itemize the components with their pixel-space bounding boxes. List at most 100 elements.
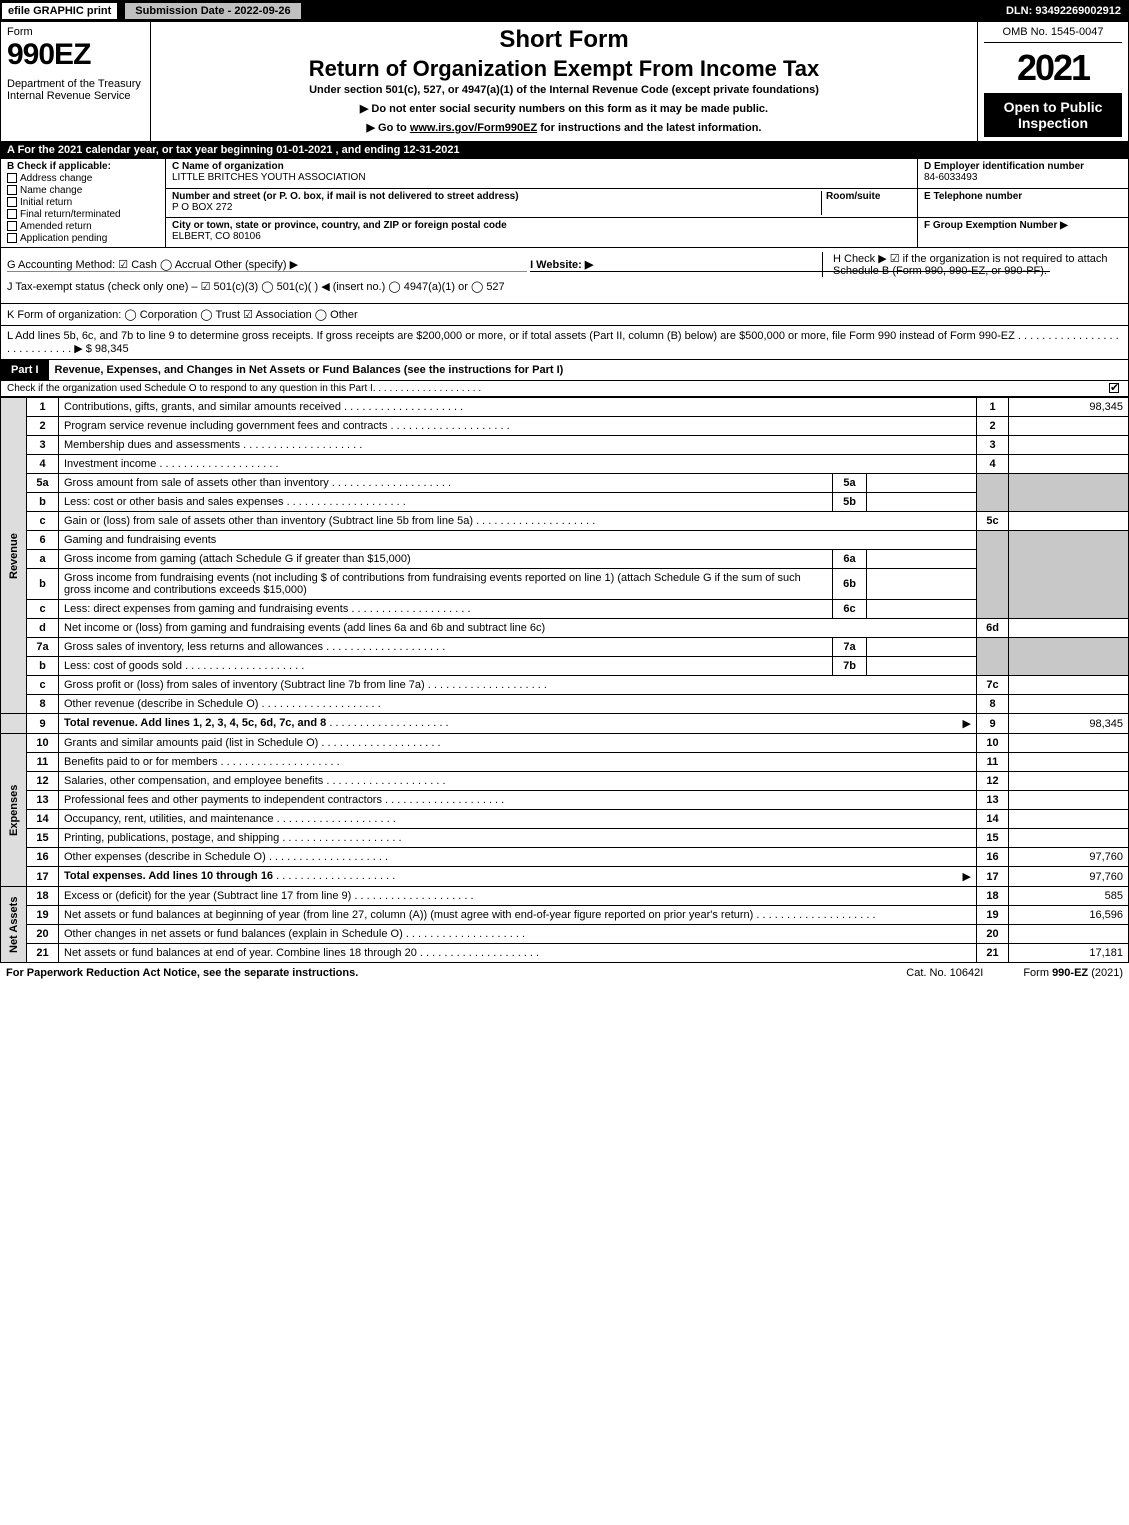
- header-left: Form 990EZ Department of the Treasury In…: [1, 22, 151, 141]
- col-c: C Name of organization LITTLE BRITCHES Y…: [166, 159, 918, 247]
- top-bar: efile GRAPHIC print Submission Date - 20…: [0, 0, 1129, 22]
- table-row: a Gross income from gaming (attach Sched…: [1, 550, 1129, 569]
- table-row: 16Other expenses (describe in Schedule O…: [1, 848, 1129, 867]
- dots: [373, 383, 1103, 394]
- open-public-badge: Open to Public Inspection: [984, 93, 1122, 137]
- sub-val: [867, 474, 977, 493]
- c-city-label: City or town, state or province, country…: [172, 220, 507, 231]
- table-row: 20Other changes in net assets or fund ba…: [1, 925, 1129, 944]
- chk-amended-return[interactable]: Amended return: [7, 221, 159, 232]
- ghij-box: G Accounting Method: ☑ Cash ◯ Accrual Ot…: [0, 248, 1129, 304]
- room-suite-label: Room/suite: [826, 191, 880, 202]
- form-number: 990EZ: [7, 38, 144, 72]
- table-row: 17Total expenses. Add lines 10 through 1…: [1, 867, 1129, 887]
- c-name-box: C Name of organization LITTLE BRITCHES Y…: [166, 159, 917, 189]
- chk-name-change[interactable]: Name change: [7, 185, 159, 196]
- line-h: H Check ▶ ☑ if the organization is not r…: [822, 252, 1122, 277]
- part1-header: Part I Revenue, Expenses, and Changes in…: [0, 360, 1129, 381]
- chk-address-change[interactable]: Address change: [7, 173, 159, 184]
- c-city-box: City or town, state or province, country…: [166, 218, 917, 247]
- line-rnum: 1: [977, 398, 1009, 417]
- part1-schedule-o-check[interactable]: [1109, 383, 1122, 394]
- short-form-title: Short Form: [161, 26, 967, 54]
- table-row: Revenue 1 Contributions, gifts, grants, …: [1, 398, 1129, 417]
- table-row: 19Net assets or fund balances at beginni…: [1, 906, 1129, 925]
- c-street-label: Number and street (or P. O. box, if mail…: [172, 191, 519, 202]
- under-section: Under section 501(c), 527, or 4947(a)(1)…: [161, 84, 967, 96]
- chk-application-pending[interactable]: Application pending: [7, 233, 159, 244]
- chk-final-return[interactable]: Final return/terminated: [7, 209, 159, 220]
- dln-label: DLN: 93492269002912: [1006, 5, 1129, 17]
- form-word: Form: [7, 26, 144, 38]
- box-d: D Employer identification number 84-6033…: [918, 159, 1128, 189]
- f-label: F Group Exemption Number ▶: [924, 220, 1068, 231]
- expenses-vlabel: Expenses: [1, 734, 27, 887]
- line-l: L Add lines 5b, 6c, and 7b to line 9 to …: [0, 326, 1129, 360]
- paperwork-notice: For Paperwork Reduction Act Notice, see …: [6, 967, 358, 979]
- org-city: ELBERT, CO 80106: [172, 231, 261, 242]
- table-row: Net Assets 18 Excess or (deficit) for th…: [1, 887, 1129, 906]
- row-a-calendar-year: A For the 2021 calendar year, or tax yea…: [0, 142, 1129, 159]
- c-street-box: Number and street (or P. O. box, if mail…: [166, 189, 917, 219]
- line-amt: 98,345: [1009, 398, 1129, 417]
- table-row: d Net income or (loss) from gaming and f…: [1, 619, 1129, 638]
- line-k: K Form of organization: ◯ Corporation ◯ …: [0, 304, 1129, 326]
- c-name-label: C Name of organization: [172, 161, 284, 172]
- table-row: 12Salaries, other compensation, and empl…: [1, 772, 1129, 791]
- table-row: 6 Gaming and fundraising events: [1, 531, 1129, 550]
- header-right: OMB No. 1545-0047 2021 Open to Public In…: [978, 22, 1128, 141]
- netassets-vlabel: Net Assets: [1, 887, 27, 963]
- table-row: 7a Gross sales of inventory, less return…: [1, 638, 1129, 657]
- table-row: 15Printing, publications, postage, and s…: [1, 829, 1129, 848]
- efile-badge: efile GRAPHIC print: [0, 1, 119, 21]
- line-num: 1: [27, 398, 59, 417]
- cat-no: Cat. No. 10642I: [906, 967, 983, 979]
- col-b: B Check if applicable: Address change Na…: [1, 159, 166, 247]
- table-row: 9 Total revenue. Add lines 1, 2, 3, 4, 5…: [1, 714, 1129, 734]
- bcdef-row: B Check if applicable: Address change Na…: [0, 159, 1129, 248]
- header-mid: Short Form Return of Organization Exempt…: [151, 22, 978, 141]
- table-row: 8 Other revenue (describe in Schedule O)…: [1, 695, 1129, 714]
- table-row: 11Benefits paid to or for members11: [1, 753, 1129, 772]
- table-row: c Less: direct expenses from gaming and …: [1, 600, 1129, 619]
- table-row: 13Professional fees and other payments t…: [1, 791, 1129, 810]
- table-row: 3 Membership dues and assessments 3: [1, 436, 1129, 455]
- return-title: Return of Organization Exempt From Incom…: [161, 56, 967, 82]
- org-name: LITTLE BRITCHES YOUTH ASSOCIATION: [172, 172, 366, 183]
- part1-title: Revenue, Expenses, and Changes in Net As…: [49, 360, 1128, 380]
- part1-label: Part I: [1, 360, 49, 380]
- line-j: J Tax-exempt status (check only one) – ☑…: [7, 280, 1122, 293]
- e-label: E Telephone number: [924, 191, 1022, 202]
- table-row: 5a Gross amount from sale of assets othe…: [1, 474, 1129, 493]
- box-f: F Group Exemption Number ▶: [918, 218, 1128, 247]
- arrow-line-2: ▶ Go to www.irs.gov/Form990EZ for instru…: [161, 121, 967, 134]
- part1-lines-table: Revenue 1 Contributions, gifts, grants, …: [0, 397, 1129, 963]
- footer: For Paperwork Reduction Act Notice, see …: [0, 963, 1129, 983]
- part1-note-text: Check if the organization used Schedule …: [7, 383, 373, 394]
- table-row: b Less: cost of goods sold 7b: [1, 657, 1129, 676]
- revenue-vlabel: Revenue: [1, 398, 27, 714]
- part1-note: Check if the organization used Schedule …: [0, 381, 1129, 397]
- org-street: P O BOX 272: [172, 202, 232, 213]
- omb-number: OMB No. 1545-0047: [984, 26, 1122, 43]
- table-row: b Gross income from fundraising events (…: [1, 569, 1129, 600]
- form-ref: Form 990-EZ (2021): [1023, 967, 1123, 979]
- table-row: 2 Program service revenue including gove…: [1, 417, 1129, 436]
- table-row: c Gain or (loss) from sale of assets oth…: [1, 512, 1129, 531]
- arrow-line-1: ▶ Do not enter social security numbers o…: [161, 102, 967, 115]
- chk-initial-return[interactable]: Initial return: [7, 197, 159, 208]
- table-row: b Less: cost or other basis and sales ex…: [1, 493, 1129, 512]
- ein: 84-6033493: [924, 172, 977, 183]
- arrow2-pre: ▶ Go to: [367, 122, 410, 134]
- table-row: 21Net assets or fund balances at end of …: [1, 944, 1129, 963]
- table-row: Expenses 10 Grants and similar amounts p…: [1, 734, 1129, 753]
- dept-label: Department of the Treasury Internal Reve…: [7, 78, 144, 102]
- b-header: B Check if applicable:: [7, 161, 159, 172]
- submission-date-badge: Submission Date - 2022-09-26: [123, 1, 302, 21]
- irs-link[interactable]: www.irs.gov/Form990EZ: [410, 122, 537, 134]
- line-desc: Contributions, gifts, grants, and simila…: [59, 398, 977, 417]
- line-g: G Accounting Method: ☑ Cash ◯ Accrual Ot…: [7, 258, 527, 272]
- form-header: Form 990EZ Department of the Treasury In…: [0, 22, 1129, 142]
- d-label: D Employer identification number: [924, 161, 1084, 172]
- table-row: c Gross profit or (loss) from sales of i…: [1, 676, 1129, 695]
